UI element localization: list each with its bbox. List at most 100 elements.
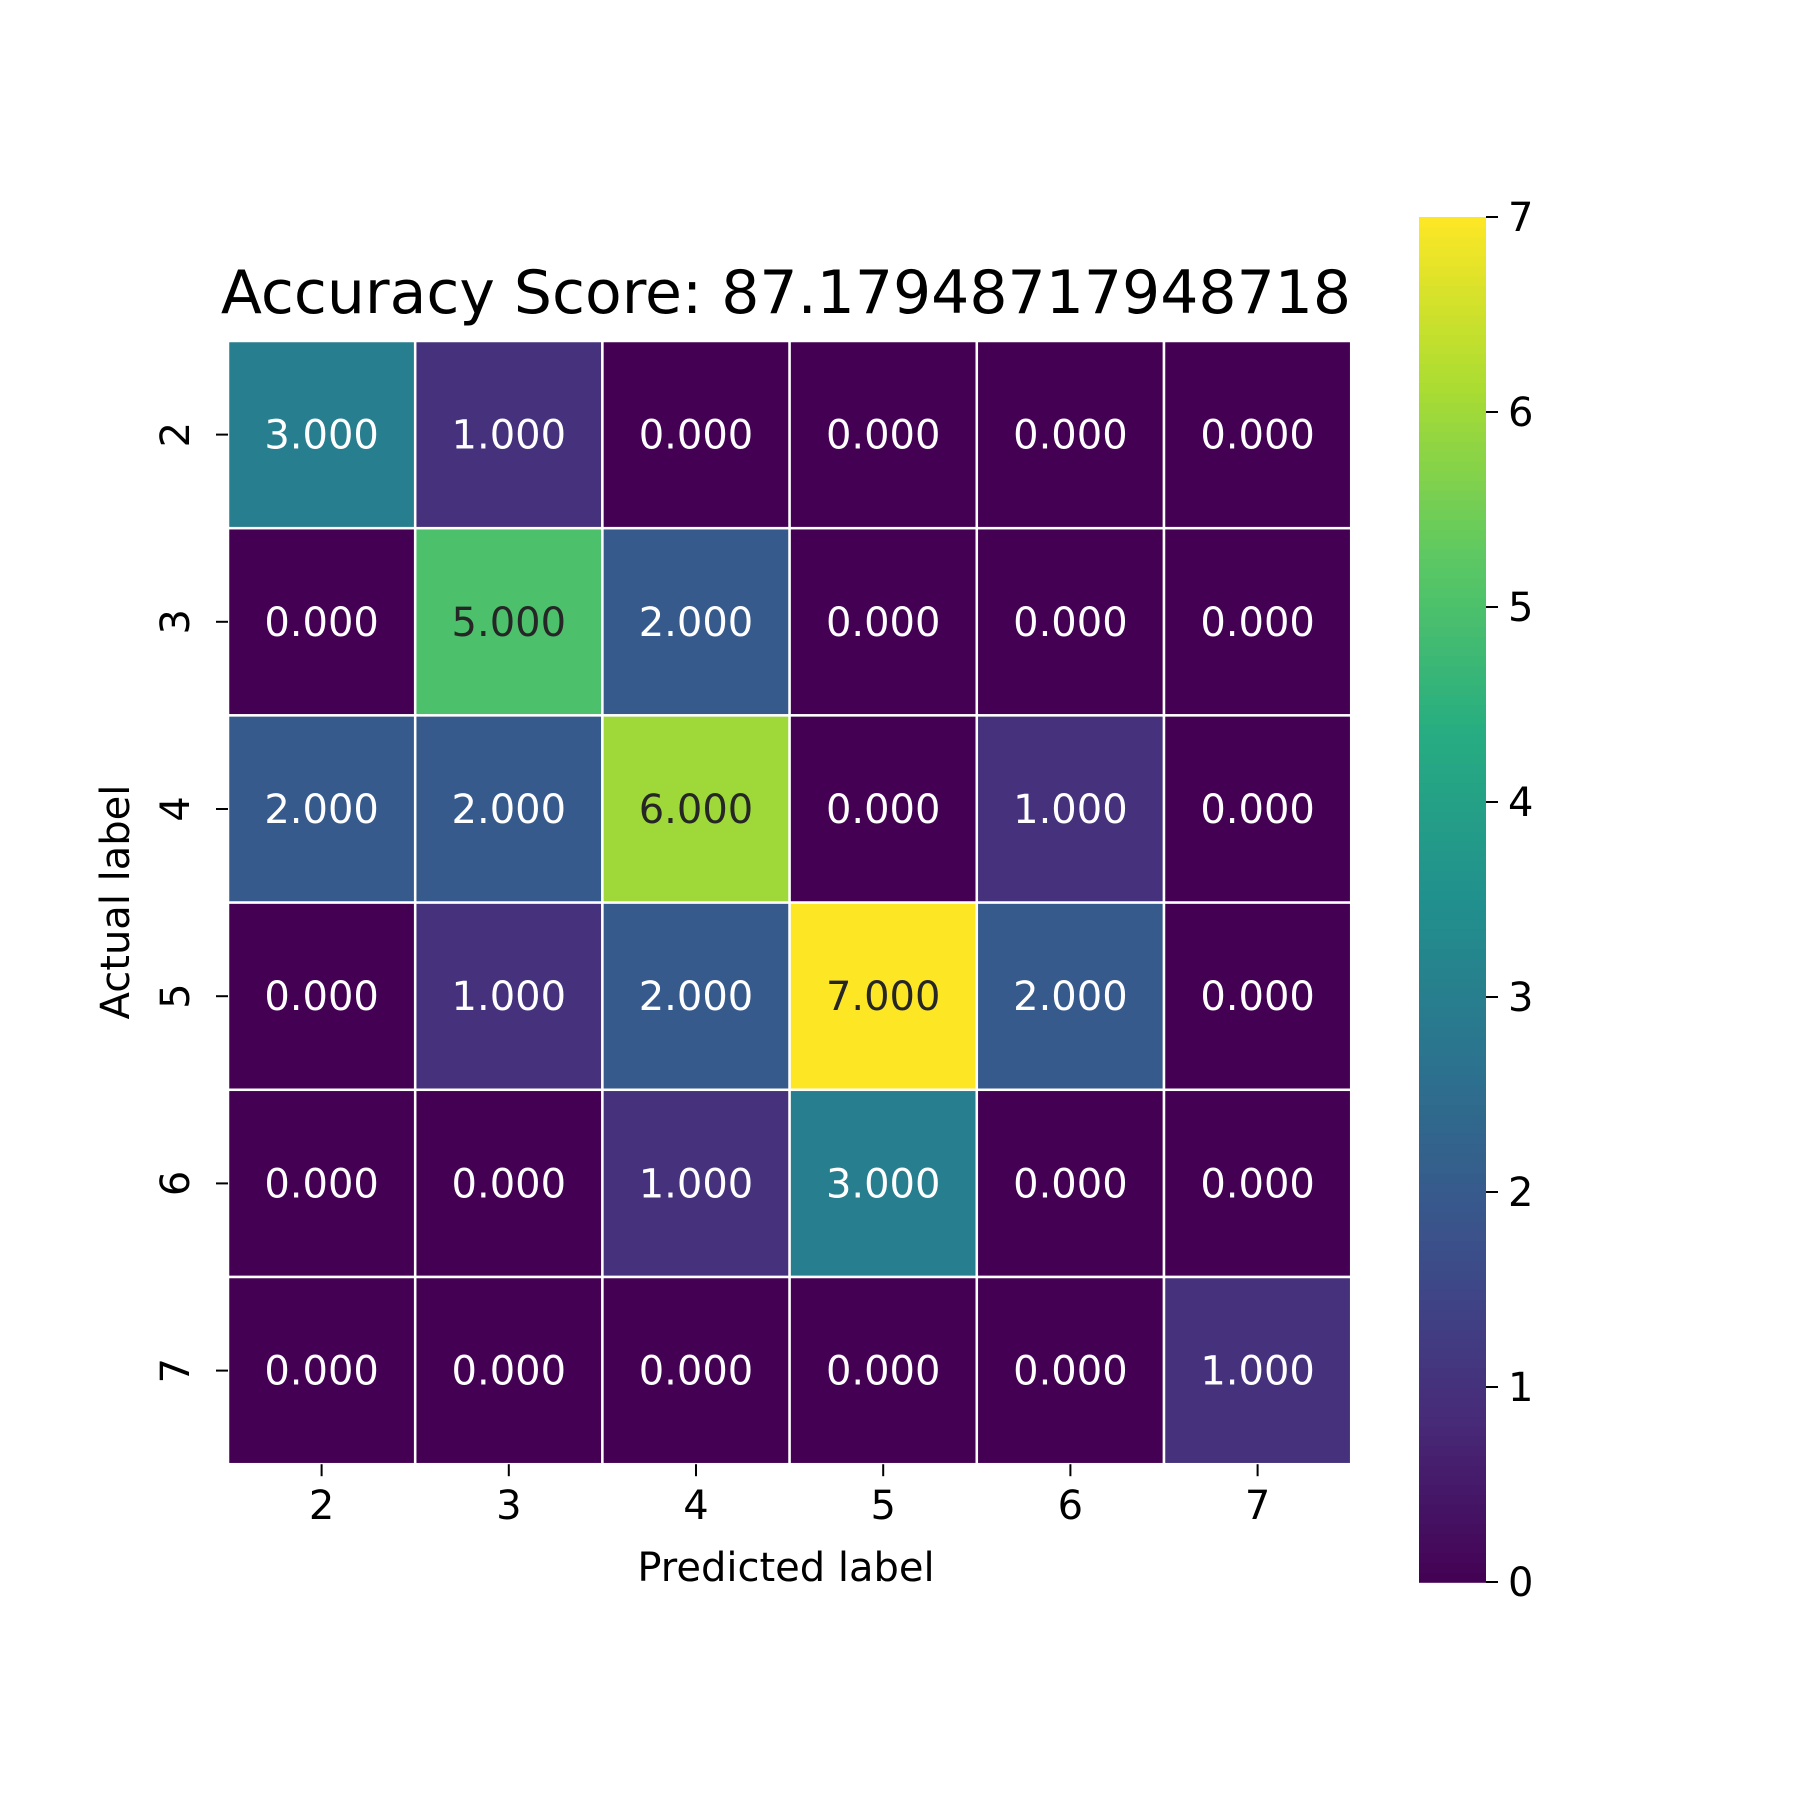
colorbar-segment bbox=[1419, 324, 1486, 335]
colorbar-segment bbox=[1419, 636, 1486, 647]
colorbar-segment bbox=[1419, 392, 1486, 404]
y-tick-label: 2 bbox=[153, 422, 199, 447]
colorbar-segment bbox=[1419, 314, 1486, 326]
colorbar-segment bbox=[1419, 675, 1486, 686]
colorbar-segment bbox=[1419, 1523, 1486, 1535]
cell-value-label: 1.000 bbox=[452, 974, 567, 1020]
colorbar-segment bbox=[1419, 353, 1486, 365]
colorbar-segment bbox=[1419, 597, 1486, 608]
colorbar-segment bbox=[1419, 1289, 1486, 1301]
x-tick-label: 5 bbox=[870, 1483, 895, 1529]
colorbar-segment bbox=[1419, 646, 1486, 657]
colorbar-segment bbox=[1419, 470, 1486, 482]
colorbar-segment bbox=[1419, 1036, 1486, 1047]
colorbar-segment bbox=[1419, 1153, 1486, 1164]
colorbar-segment bbox=[1419, 275, 1486, 287]
colorbar-segment bbox=[1419, 587, 1486, 599]
y-tick-label: 6 bbox=[153, 1171, 199, 1196]
colorbar-segment bbox=[1419, 811, 1486, 823]
colorbar-segment bbox=[1419, 577, 1486, 589]
colorbar-segment bbox=[1419, 1338, 1486, 1349]
colorbar-segment bbox=[1419, 870, 1486, 881]
colorbar-segment bbox=[1419, 373, 1486, 384]
colorbar-segment bbox=[1419, 363, 1486, 374]
colorbar-tick-label: 4 bbox=[1508, 780, 1533, 826]
colorbar-segment bbox=[1419, 1416, 1486, 1427]
cell-value-label: 0.000 bbox=[639, 1349, 754, 1395]
colorbar-segment bbox=[1419, 304, 1486, 316]
colorbar-segment bbox=[1419, 1075, 1486, 1086]
colorbar-segment bbox=[1419, 1045, 1486, 1057]
cell-value-label: 2.000 bbox=[639, 600, 754, 646]
colorbar-segment bbox=[1419, 967, 1486, 979]
cell-value-label: 0.000 bbox=[452, 1349, 567, 1395]
colorbar-segment bbox=[1419, 1348, 1486, 1359]
colorbar-segment bbox=[1419, 1221, 1486, 1232]
colorbar-segment bbox=[1419, 1123, 1486, 1135]
colorbar-tick-label: 2 bbox=[1508, 1170, 1533, 1216]
colorbar-segment bbox=[1419, 821, 1486, 833]
colorbar-segment bbox=[1419, 1543, 1486, 1554]
heatmap-cell bbox=[601, 714, 791, 904]
y-tick-label: 3 bbox=[153, 609, 199, 634]
heatmap-cell bbox=[226, 1088, 417, 1279]
heatmap-cell bbox=[226, 714, 417, 904]
heatmap-cell-labels: 3.000 1.000 0.000 0.000 0.000 0.000 0.000 5.000… bbox=[264, 413, 1315, 1395]
colorbar-segment bbox=[1419, 1406, 1486, 1418]
colorbar-segment bbox=[1419, 753, 1486, 764]
colorbar-segment bbox=[1419, 1016, 1486, 1028]
heatmap-cell bbox=[1162, 1275, 1353, 1466]
heatmap-cell bbox=[413, 339, 604, 530]
colorbar-segment bbox=[1419, 1465, 1486, 1476]
colorbar-segment bbox=[1419, 217, 1486, 228]
colorbar-segment bbox=[1419, 987, 1486, 998]
colorbar-segment bbox=[1419, 1182, 1486, 1193]
colorbar-segment bbox=[1419, 402, 1486, 413]
cell-value-label: 1.000 bbox=[1200, 1349, 1315, 1395]
y-axis-label: Actual label bbox=[93, 785, 139, 1020]
colorbar-segment bbox=[1419, 529, 1486, 540]
cell-value-label: 0.000 bbox=[1200, 974, 1315, 1020]
cell-value-label: 0.000 bbox=[1013, 1161, 1128, 1207]
cell-value-label: 6.000 bbox=[639, 787, 754, 833]
colorbar-segment bbox=[1419, 1104, 1486, 1115]
cell-value-label: 0.000 bbox=[1200, 413, 1315, 459]
colorbar-segment bbox=[1419, 343, 1486, 355]
cell-value-label: 0.000 bbox=[826, 413, 941, 459]
colorbar-tick-label: 6 bbox=[1508, 390, 1533, 436]
colorbar-segment bbox=[1419, 899, 1486, 911]
colorbar-segment bbox=[1419, 480, 1486, 491]
colorbar-segment bbox=[1419, 1357, 1486, 1369]
colorbar-segment bbox=[1419, 1396, 1486, 1408]
colorbar-segment bbox=[1419, 850, 1486, 862]
heatmap-cell bbox=[1162, 1088, 1353, 1279]
cell-value-label: 0.000 bbox=[1200, 600, 1315, 646]
colorbar-segment bbox=[1419, 772, 1486, 784]
colorbar-segment bbox=[1419, 548, 1486, 560]
colorbar-segment bbox=[1419, 1445, 1486, 1457]
heatmap-cells bbox=[226, 339, 1353, 1466]
colorbar-segment bbox=[1419, 880, 1486, 891]
heatmap-cell bbox=[788, 526, 979, 717]
colorbar-tick-label: 1 bbox=[1508, 1365, 1533, 1411]
colorbar-segment bbox=[1419, 1026, 1486, 1037]
colorbar-segment bbox=[1419, 558, 1486, 569]
colorbar-segment bbox=[1419, 607, 1486, 618]
cell-value-label: 0.000 bbox=[264, 600, 379, 646]
colorbar-segment bbox=[1419, 909, 1486, 920]
colorbar-tick-label: 5 bbox=[1508, 585, 1533, 631]
cell-value-label: 5.000 bbox=[452, 600, 567, 646]
colorbar-segment bbox=[1419, 285, 1486, 296]
colorbar-segment bbox=[1419, 626, 1486, 638]
colorbar-segment bbox=[1419, 1562, 1486, 1574]
colorbar-segment bbox=[1419, 1328, 1486, 1340]
cell-value-label: 0.000 bbox=[826, 1349, 941, 1395]
cell-value-label: 1.000 bbox=[639, 1161, 754, 1207]
heatmap-cell bbox=[1162, 526, 1353, 717]
colorbar-segment bbox=[1419, 743, 1486, 755]
colorbar-segment bbox=[1419, 1211, 1486, 1223]
heatmap-cell bbox=[413, 901, 604, 1092]
colorbar-segment bbox=[1419, 763, 1486, 774]
colorbar-segment bbox=[1419, 265, 1486, 277]
cell-value-label: 0.000 bbox=[1013, 413, 1128, 459]
